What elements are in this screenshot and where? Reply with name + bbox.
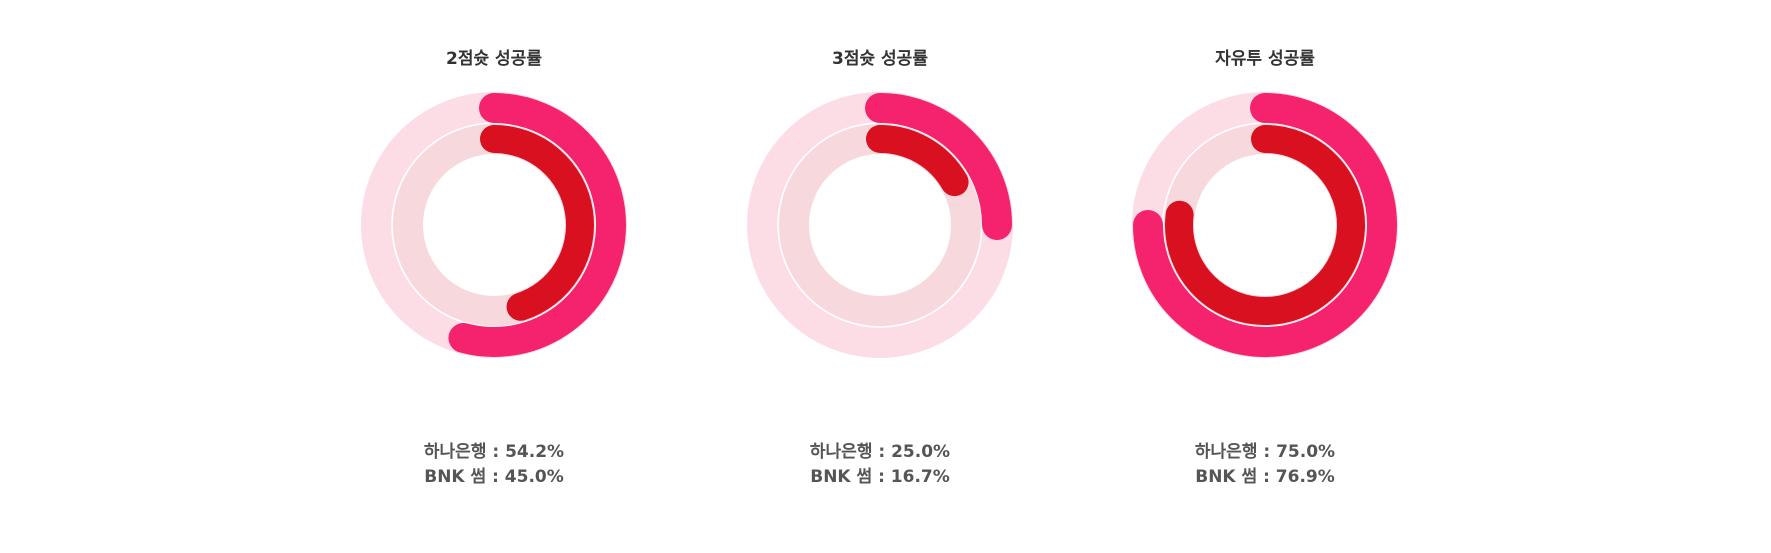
legend-hana: 하나은행 : 75.0%: [1194, 442, 1336, 462]
legend-bnk: BNK 썸 : 76.9%: [1195, 467, 1335, 487]
radial-bar-hana: [1133, 93, 1397, 357]
chart-title: 2점슛 성공률: [446, 49, 542, 69]
legend-hana: 하나은행 : 54.2%: [423, 442, 565, 462]
radial-chart: [1132, 92, 1398, 358]
radial-chart: [747, 92, 1013, 358]
chart-legend: 하나은행 : 25.0% BNK 썸 : 16.7%: [720, 440, 1040, 490]
chart-legend: 하나은행 : 54.2% BNK 썸 : 45.0%: [334, 440, 654, 490]
radial-bar-bnk: [1165, 125, 1365, 325]
chart-panel-free-throw: 자유투 성공률 하나은행 : 75.0% BNK 썸 : 76.9%: [1105, 0, 1425, 553]
radial-bar-bnk: [480, 125, 594, 321]
legend-bnk: BNK 썸 : 45.0%: [424, 467, 564, 487]
radial-bar-bnk: [866, 125, 969, 197]
radial-bar-hana: [865, 93, 1012, 240]
chart-panel-three-point: 3점슛 성공률 하나은행 : 25.0% BNK 썸 : 16.7%: [720, 0, 1040, 553]
radial-chart: [361, 92, 627, 358]
chart-legend: 하나은행 : 75.0% BNK 썸 : 76.9%: [1105, 440, 1425, 490]
chart-title: 자유투 성공률: [1215, 49, 1315, 69]
chart-panel-two-point: 2점슛 성공률 하나은행 : 54.2% BNK 썸 : 45.0%: [334, 0, 654, 553]
legend-hana: 하나은행 : 25.0%: [809, 442, 951, 462]
chart-title: 3점슛 성공률: [832, 49, 928, 69]
legend-bnk: BNK 썸 : 16.7%: [810, 467, 950, 487]
radial-bar-hana: [448, 93, 626, 357]
